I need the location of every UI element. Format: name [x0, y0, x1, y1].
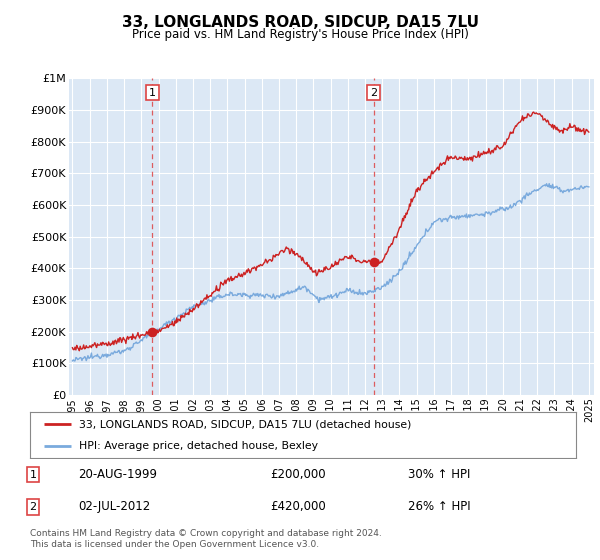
Text: 1: 1 [29, 470, 37, 480]
Text: Price paid vs. HM Land Registry's House Price Index (HPI): Price paid vs. HM Land Registry's House … [131, 28, 469, 41]
Text: HPI: Average price, detached house, Bexley: HPI: Average price, detached house, Bexl… [79, 441, 318, 451]
Text: 26% ↑ HPI: 26% ↑ HPI [408, 500, 470, 514]
Text: 2: 2 [29, 502, 37, 512]
Text: Contains HM Land Registry data © Crown copyright and database right 2024.
This d: Contains HM Land Registry data © Crown c… [30, 529, 382, 549]
Text: 20-AUG-1999: 20-AUG-1999 [78, 468, 157, 481]
Text: 33, LONGLANDS ROAD, SIDCUP, DA15 7LU (detached house): 33, LONGLANDS ROAD, SIDCUP, DA15 7LU (de… [79, 419, 412, 429]
Text: 02-JUL-2012: 02-JUL-2012 [78, 500, 150, 514]
Text: 1: 1 [149, 87, 156, 97]
Text: 30% ↑ HPI: 30% ↑ HPI [408, 468, 470, 481]
Text: £200,000: £200,000 [270, 468, 326, 481]
Text: 2: 2 [370, 87, 377, 97]
Text: 33, LONGLANDS ROAD, SIDCUP, DA15 7LU: 33, LONGLANDS ROAD, SIDCUP, DA15 7LU [121, 15, 479, 30]
Text: £420,000: £420,000 [270, 500, 326, 514]
